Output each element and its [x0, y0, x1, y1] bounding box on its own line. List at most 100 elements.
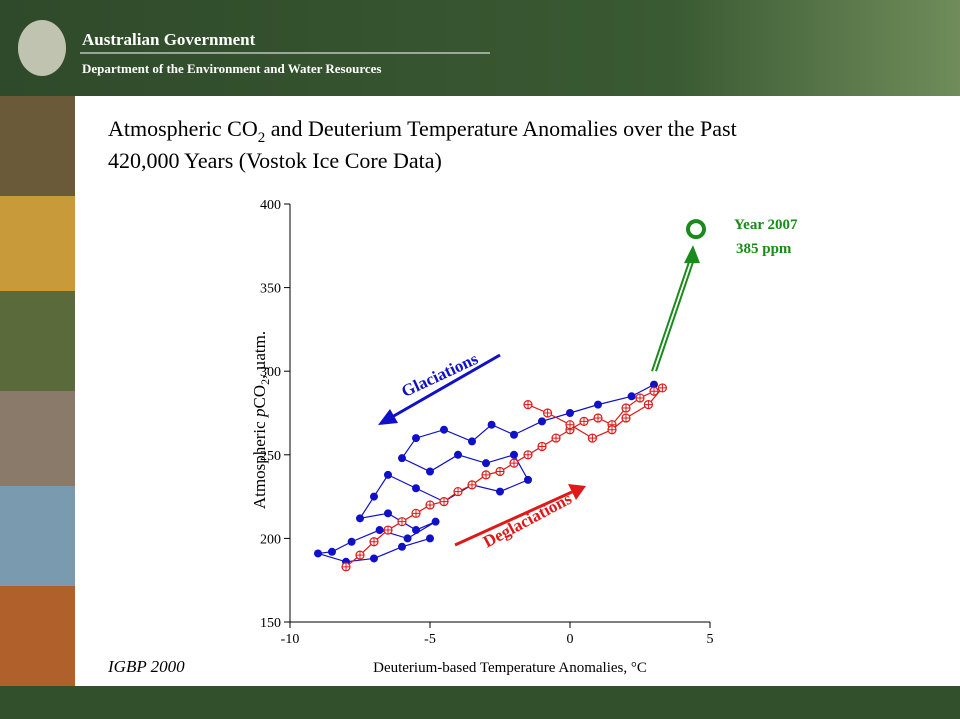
data-point [412, 434, 420, 443]
marker [627, 392, 636, 401]
data-point [426, 467, 434, 476]
data-point [523, 400, 533, 410]
marker-cross [658, 383, 667, 392]
trend-arrow [655, 258, 695, 372]
data-point [635, 393, 645, 403]
marker-cross [496, 467, 504, 476]
label-subscript: 2 [258, 379, 272, 385]
marker [440, 425, 448, 434]
label-text: CO [250, 385, 269, 409]
data-point [627, 392, 636, 401]
trend-arrow [651, 258, 691, 372]
marker-cross [566, 420, 574, 429]
data-point [398, 542, 406, 551]
marker [347, 537, 356, 546]
marker [594, 400, 602, 409]
marker-cross [594, 414, 602, 423]
y-tick-label: 250 [260, 449, 281, 464]
marker [431, 517, 440, 526]
data-point [542, 408, 553, 418]
data-point [411, 508, 421, 518]
data-point [538, 417, 546, 426]
side-images [0, 96, 75, 686]
marker-cross [398, 517, 406, 526]
marker-cross [580, 417, 588, 426]
y-tick-label: 400 [260, 198, 281, 213]
marker [468, 437, 476, 446]
footer-band [0, 686, 960, 719]
marker-cross [510, 459, 518, 468]
x-tick-label: -10 [281, 632, 300, 647]
marker [426, 534, 434, 543]
data-point [468, 437, 476, 446]
data-point [621, 403, 631, 413]
label-text: Atmospheric [250, 417, 269, 509]
marker-cross [342, 562, 350, 571]
marker [356, 514, 364, 523]
y-axis-label: Atmospheric pCO2, µatm. [250, 331, 272, 509]
data-point [510, 450, 518, 459]
marker [566, 409, 574, 417]
data-point [341, 562, 351, 572]
highlight-point [686, 219, 706, 240]
data-point [579, 416, 589, 426]
header-title: Australian Government [82, 30, 256, 49]
marker-cross [644, 400, 653, 409]
marker-cross [524, 450, 532, 459]
marker [650, 380, 658, 389]
marker [482, 459, 490, 468]
crest [18, 20, 66, 76]
source: IGBP 2000 [107, 657, 185, 676]
data-point [440, 425, 448, 434]
data-point [496, 487, 504, 496]
marker [412, 526, 420, 535]
data-point [425, 500, 435, 510]
label-text: p [250, 409, 269, 419]
data-point [482, 459, 490, 468]
data-point [587, 433, 598, 443]
title-text: Atmospheric CO [108, 116, 258, 141]
marker [398, 542, 406, 551]
x-tick-label: 5 [707, 632, 714, 647]
marker [398, 454, 406, 463]
marker-cross [608, 425, 616, 434]
header-band [0, 0, 960, 96]
marker [403, 534, 412, 543]
data-point [594, 400, 602, 409]
data-point [607, 425, 617, 435]
marker-cross [384, 526, 392, 535]
data-point [356, 514, 364, 523]
data-point [370, 554, 378, 563]
data-point [643, 400, 654, 410]
data-point [524, 475, 532, 484]
y-tick-label: 350 [260, 282, 281, 297]
marker-cross [622, 414, 630, 423]
y-tick-label: 300 [260, 365, 281, 380]
data-point [355, 550, 365, 560]
data-point [454, 450, 462, 459]
marker [384, 509, 392, 518]
marker [510, 450, 518, 459]
data-point [453, 486, 463, 497]
data-point [369, 537, 379, 547]
data-point [621, 413, 631, 423]
x-axis-label: Deuterium-based Temperature Anomalies, °… [373, 660, 647, 676]
marker-cross [426, 500, 434, 509]
marker-cross [524, 400, 532, 409]
data-point [495, 466, 505, 477]
marker [384, 470, 392, 479]
data-point [426, 534, 434, 543]
y-tick-label: 200 [260, 532, 281, 547]
marker-cross [622, 403, 630, 412]
data-point [487, 420, 496, 429]
data-point [384, 509, 392, 518]
marker [510, 430, 518, 439]
x-tick-label: 0 [567, 632, 574, 647]
data-point [431, 517, 440, 526]
marker [375, 526, 384, 535]
data-point [657, 383, 668, 393]
marker-cross [543, 409, 552, 417]
marker-cross [588, 434, 597, 443]
data-point [398, 454, 406, 463]
